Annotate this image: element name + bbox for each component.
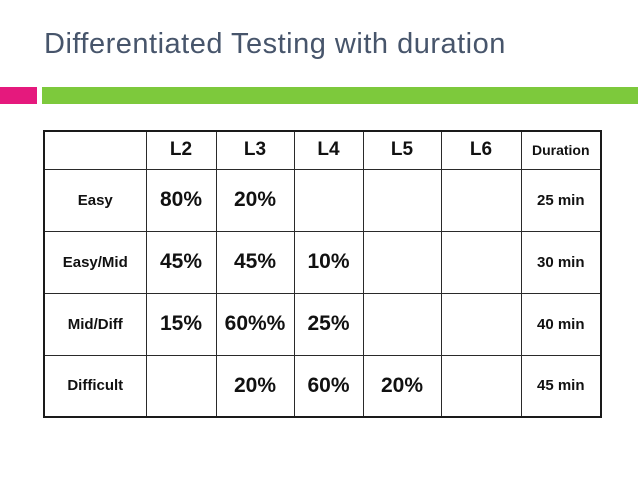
percent-cell: [440, 168, 522, 232]
percent-cell: 60%%: [215, 292, 295, 356]
percent-cell: 80%: [145, 168, 217, 232]
percent-cell: [362, 292, 442, 356]
duration-cell: 40 min: [520, 292, 602, 356]
row-label: Easy/Mid: [43, 230, 147, 294]
column-header-l2: L2: [145, 130, 217, 170]
percent-cell: [362, 230, 442, 294]
row-label: Difficult: [43, 354, 147, 418]
duration-cell: 25 min: [520, 168, 602, 232]
percent-cell: 20%: [215, 168, 295, 232]
table-row: Easy/Mid 45% 45% 10% 30 min: [43, 230, 602, 294]
table-row: Easy 80% 20% 25 min: [43, 168, 602, 232]
percent-cell: 45%: [215, 230, 295, 294]
accent-bar-pink: [0, 87, 37, 104]
percent-cell: 20%: [215, 354, 295, 418]
corner-cell: [43, 130, 147, 170]
accent-bars: [0, 87, 638, 104]
row-label: Easy: [43, 168, 147, 232]
duration-cell: 30 min: [520, 230, 602, 294]
table-row: Mid/Diff 15% 60%% 25% 40 min: [43, 292, 602, 356]
percent-cell: 25%: [293, 292, 364, 356]
results-table: L2 L3 L4 L5 L6 Duration Easy 80% 20% 25 …: [43, 130, 602, 418]
percent-cell: [293, 168, 364, 232]
column-header-l3: L3: [215, 130, 295, 170]
percent-cell: 60%: [293, 354, 364, 418]
column-header-l4: L4: [293, 130, 364, 170]
table-header-row: L2 L3 L4 L5 L6 Duration: [43, 130, 602, 170]
percent-cell: [145, 354, 217, 418]
slide-title: Differentiated Testing with duration: [44, 28, 506, 60]
percent-cell: [362, 168, 442, 232]
accent-bar-green: [42, 87, 638, 104]
percent-cell: [440, 230, 522, 294]
percent-cell: [440, 292, 522, 356]
percent-cell: 15%: [145, 292, 217, 356]
percent-cell: [440, 354, 522, 418]
table-row: Difficult 20% 60% 20% 45 min: [43, 354, 602, 418]
percent-cell: 45%: [145, 230, 217, 294]
percent-cell: 10%: [293, 230, 364, 294]
column-header-l5: L5: [362, 130, 442, 170]
row-label: Mid/Diff: [43, 292, 147, 356]
column-header-duration: Duration: [520, 130, 602, 170]
duration-cell: 45 min: [520, 354, 602, 418]
percent-cell: 20%: [362, 354, 442, 418]
column-header-l6: L6: [440, 130, 522, 170]
